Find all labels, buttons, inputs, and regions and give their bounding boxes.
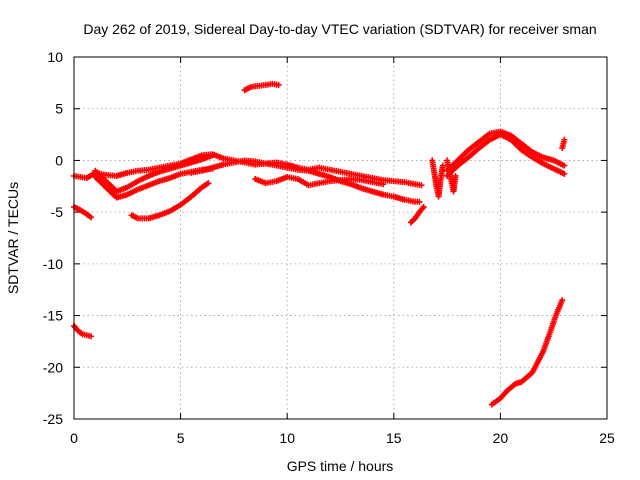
series-track-o xyxy=(559,136,568,152)
data-point xyxy=(439,162,446,169)
data-point xyxy=(420,203,427,210)
y-tick-label: -25 xyxy=(43,411,63,427)
series-track-m xyxy=(444,131,568,179)
series-track-h xyxy=(241,80,282,94)
y-tick-label: -15 xyxy=(43,308,63,324)
data-points xyxy=(71,80,568,408)
data-point xyxy=(561,162,568,169)
x-tick-label: 10 xyxy=(279,430,295,446)
y-tick-label: -5 xyxy=(51,204,64,220)
x-tick-label: 20 xyxy=(493,430,509,446)
data-point xyxy=(418,182,425,189)
y-axis-label: SDTVAR / TECUs xyxy=(5,182,21,294)
x-tick-label: 5 xyxy=(177,430,185,446)
data-point xyxy=(380,181,387,188)
x-tick-label: 0 xyxy=(70,430,78,446)
y-tick-label: 0 xyxy=(55,152,63,168)
series-track-d xyxy=(128,180,212,222)
data-point xyxy=(561,136,568,143)
gridlines xyxy=(74,57,607,419)
series-track-k xyxy=(429,157,446,200)
y-tick-label: 10 xyxy=(47,49,63,65)
series-track-b xyxy=(92,152,216,195)
x-axis-label: GPS time / hours xyxy=(287,458,394,474)
plot-frame xyxy=(73,56,608,420)
data-point xyxy=(209,152,216,159)
series-track-p xyxy=(488,297,566,408)
data-point xyxy=(205,180,212,187)
y-tick-label: 5 xyxy=(55,101,63,117)
data-point xyxy=(559,297,566,304)
data-point xyxy=(88,214,95,221)
x-tick-label: 15 xyxy=(386,430,402,446)
chart-title: Day 262 of 2019, Sidereal Day-to-day VTE… xyxy=(83,21,596,37)
data-point xyxy=(275,81,282,88)
y-tick-labels: -25 -20 -15 -10 -5 0 5 10 xyxy=(43,49,63,427)
y-tick-label: -20 xyxy=(43,359,63,375)
x-tick-labels: 0 5 10 15 20 25 xyxy=(70,430,615,446)
data-point xyxy=(561,170,568,177)
data-point xyxy=(416,198,423,205)
data-point xyxy=(452,172,459,179)
y-tick-label: -10 xyxy=(43,256,63,272)
series-track-j xyxy=(407,203,427,226)
x-tick-label: 25 xyxy=(599,430,615,446)
series-track-n xyxy=(444,128,568,174)
data-point xyxy=(88,333,95,340)
series-track-i xyxy=(71,322,95,340)
series-track-f xyxy=(252,173,387,189)
